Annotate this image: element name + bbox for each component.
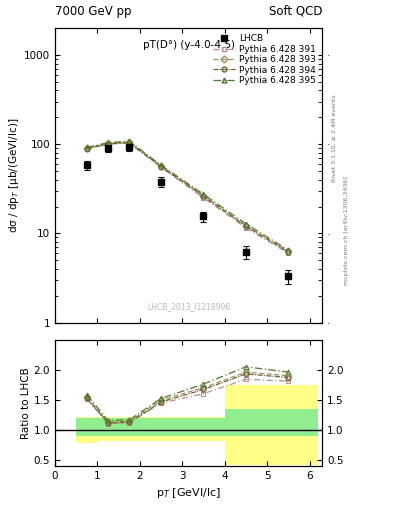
Text: Soft QCD: Soft QCD: [269, 5, 322, 18]
Text: 7000 GeV pp: 7000 GeV pp: [55, 5, 132, 18]
Y-axis label: dσ / dp$_T$ [μb/(GeVI/lc)]: dσ / dp$_T$ [μb/(GeVI/lc)]: [7, 118, 21, 233]
Text: LHCB_2013_I1218996: LHCB_2013_I1218996: [147, 302, 230, 311]
X-axis label: p$_T$ [GeVI/lc]: p$_T$ [GeVI/lc]: [156, 486, 221, 500]
Legend: LHCB, Pythia 6.428 391, Pythia 6.428 393, Pythia 6.428 394, Pythia 6.428 395: LHCB, Pythia 6.428 391, Pythia 6.428 393…: [211, 33, 318, 87]
Text: pT(D°) (y-4.0-4.5): pT(D°) (y-4.0-4.5): [143, 40, 235, 50]
Text: Rivet 3.1.10, ≥ 2.4M events: Rivet 3.1.10, ≥ 2.4M events: [332, 94, 337, 182]
Y-axis label: Ratio to LHCB: Ratio to LHCB: [21, 367, 31, 439]
Text: mcplots.cern.ch [arXiv:1306.3436]: mcplots.cern.ch [arXiv:1306.3436]: [344, 176, 349, 285]
